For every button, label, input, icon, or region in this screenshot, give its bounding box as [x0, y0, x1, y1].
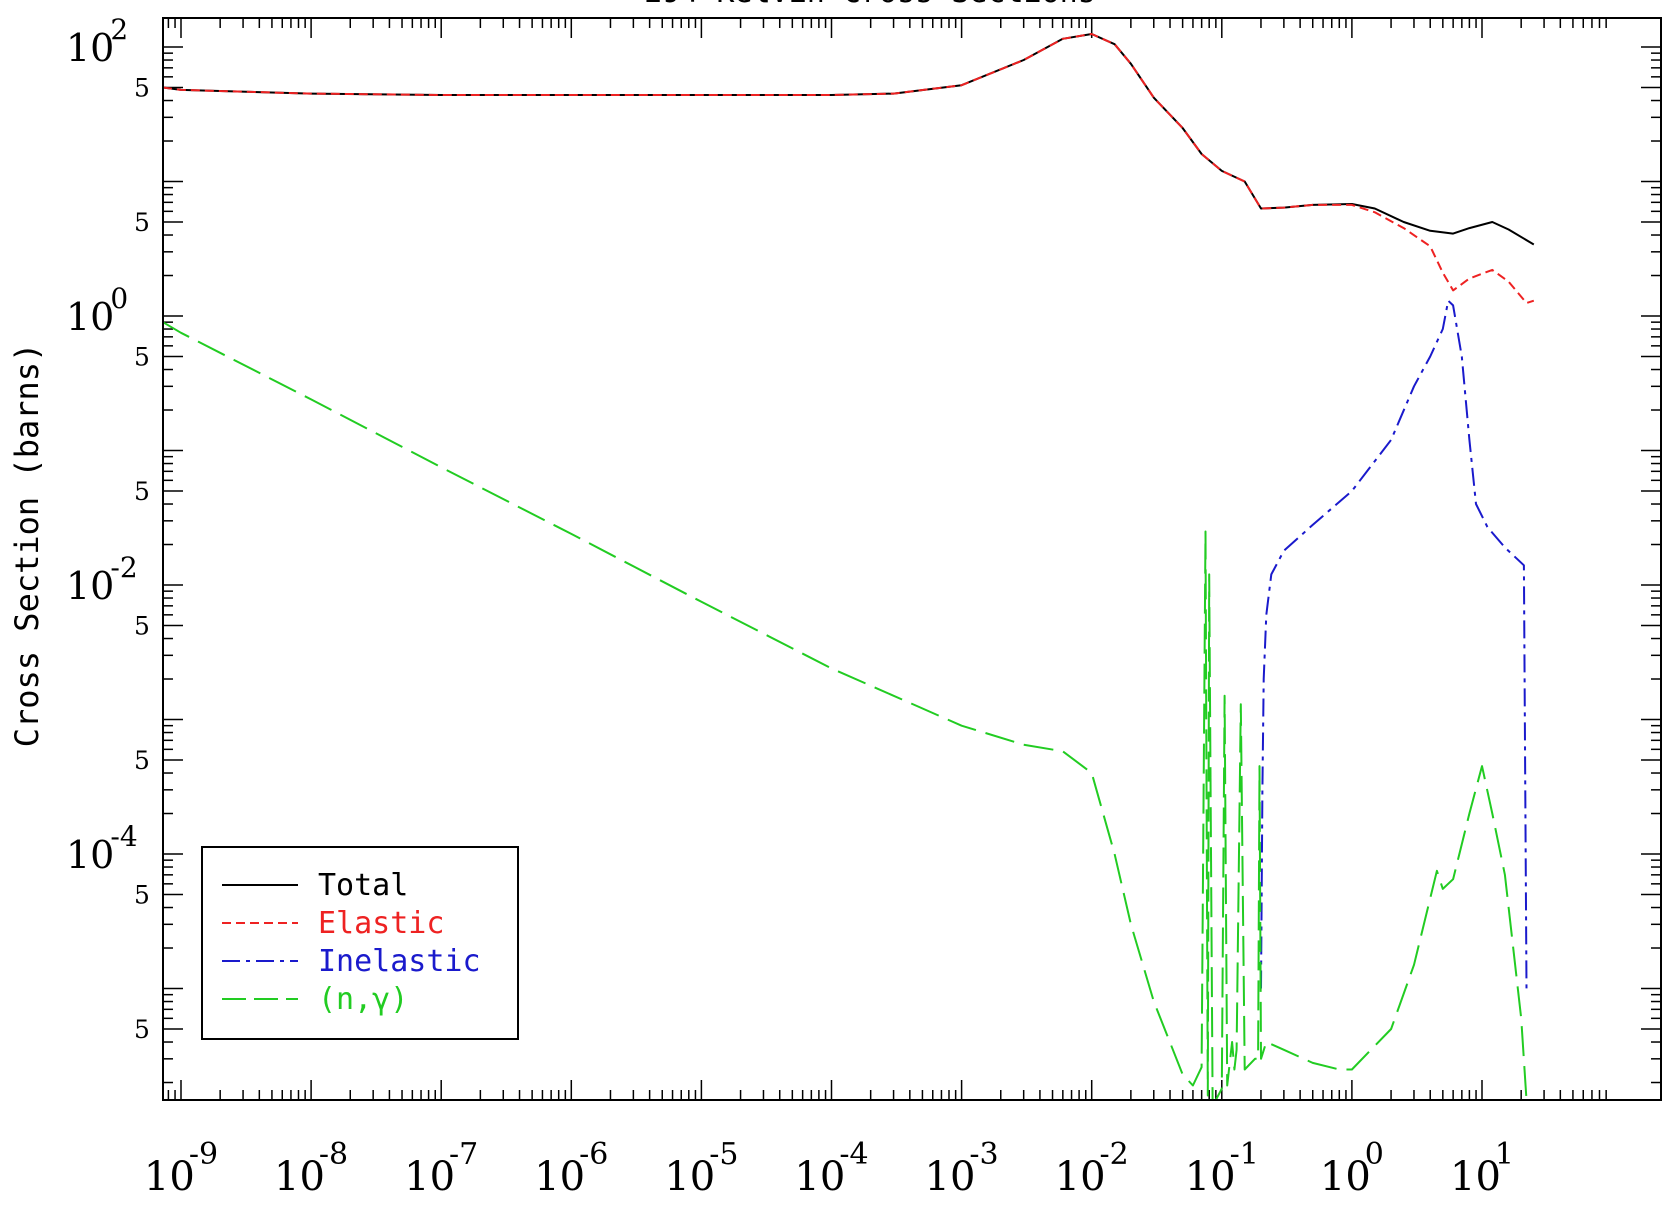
y-minor-tick-label: 5: [134, 73, 150, 102]
y-tick-label: 10-2: [66, 551, 138, 608]
legend-label-2: Inelastic: [318, 944, 481, 979]
x-tick-label: 10-5: [664, 1137, 738, 1200]
x-tick-label: 10-4: [794, 1137, 868, 1200]
x-tick-label: 10-2: [1055, 1137, 1129, 1200]
y-tick-labels: 102 100 10-2 10-4 5 5 5 5 5 5 5 5: [66, 13, 150, 1044]
x-tick-label: 10-7: [404, 1137, 478, 1200]
plot-frame: [162, 17, 1662, 1101]
x-tick-label: 10-3: [925, 1137, 999, 1200]
legend-label-3: (n,γ): [318, 982, 408, 1017]
series-line-0: [162, 33, 1535, 246]
y-minor-tick-label: 5: [134, 477, 150, 506]
y-tick-label: 100: [66, 282, 128, 339]
series-line-1: [162, 33, 1535, 304]
x-tick-labels: 10-9 10-8 10-7 10-6 10-5 10-4 10-3 10-2 10-1 100 1…: [144, 1137, 1514, 1200]
x-tick-label: 10-1: [1185, 1137, 1259, 1200]
y-tick-label: 10-4: [66, 820, 138, 877]
y-minor-tick-label: 5: [134, 611, 150, 640]
y-minor-tick-label: 5: [134, 1015, 150, 1044]
x-tick-label: 100: [1320, 1137, 1384, 1200]
y-minor-tick-label: 5: [134, 208, 150, 237]
x-tick-label: 10-6: [534, 1137, 608, 1200]
series-line-2: [1260, 299, 1528, 989]
y-minor-tick-label: 5: [134, 746, 150, 775]
legend-label-0: Total: [318, 868, 408, 903]
legend-label-1: Elastic: [318, 906, 444, 941]
chart-title: 294 Kelvin Cross Sections: [644, 0, 1096, 10]
x-tick-label: 10-8: [274, 1137, 348, 1200]
series-line-3: [162, 321, 1528, 1101]
y-axis-label: Cross Section (barns): [8, 343, 46, 748]
legend-box: [201, 846, 519, 1040]
y-minor-tick-label: 5: [134, 342, 150, 371]
x-tick-label: 101: [1450, 1137, 1514, 1200]
y-tick-label: 102: [66, 13, 128, 70]
y-minor-tick-label: 5: [134, 880, 150, 909]
x-tick-label: 10-9: [144, 1137, 218, 1200]
series-layer: [162, 33, 1535, 1101]
